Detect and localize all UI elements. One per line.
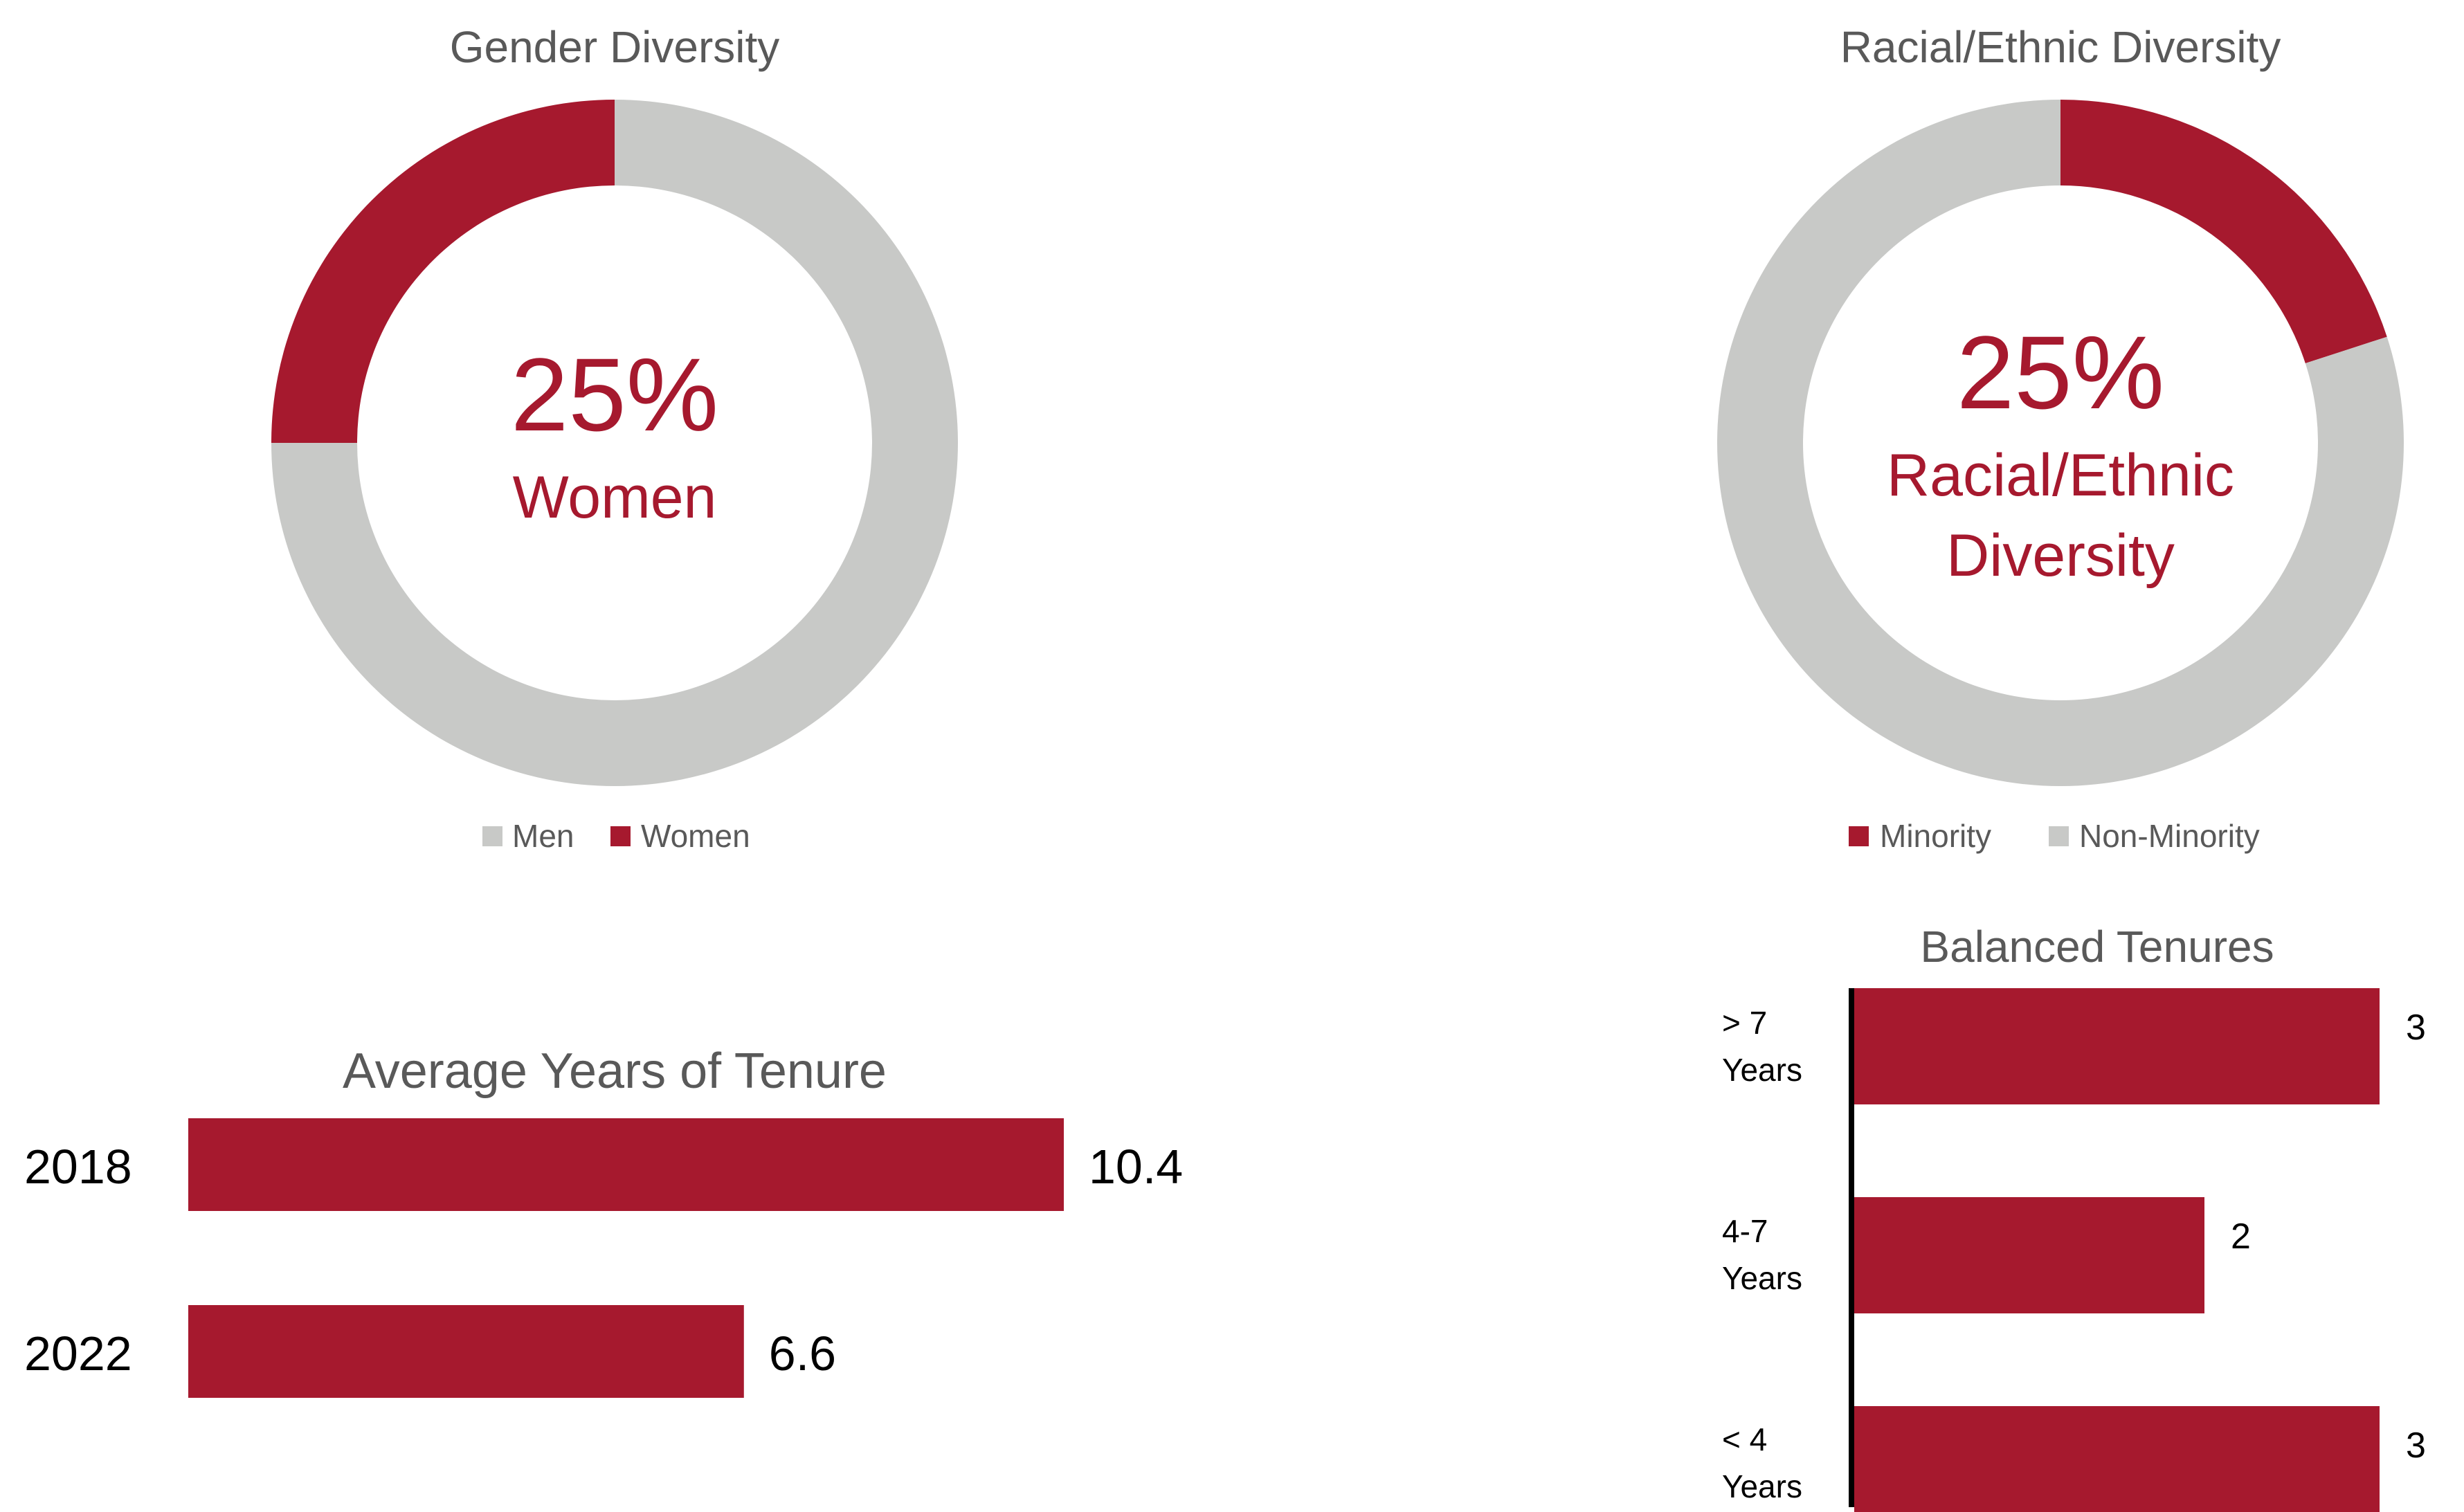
balanced-bar-4to7 [1854, 1197, 2204, 1313]
gender-center-value: 25% [511, 336, 718, 453]
balanced-bar-lt4 [1854, 1406, 2380, 1512]
gender-chart-title: Gender Diversity [450, 22, 780, 72]
balanced-tenures-chart: Balanced Tenures > 7 Years 4-7 Years < 4… [1722, 922, 2426, 1512]
donut-slice-women [271, 100, 615, 443]
tenure-value-2022: 6.6 [769, 1327, 836, 1381]
tenure-bar-2018 [188, 1118, 1064, 1211]
racial-chart-title: Racial/Ethnic Diversity [1840, 22, 2281, 72]
tenure-value-2018: 10.4 [1089, 1140, 1183, 1194]
tenure-band-gt7-line1: > 7 [1722, 1005, 1767, 1041]
tenure-band-lt4-line2: Years [1722, 1468, 1802, 1504]
legend-label-minority: Minority [1880, 818, 1991, 854]
balanced-value-lt4: 3 [2406, 1426, 2426, 1466]
balanced-tenures-title: Balanced Tenures [1920, 922, 2274, 972]
racial-center-label-line2: Diversity [1946, 522, 2175, 589]
balanced-bar-gt7 [1854, 988, 2380, 1104]
legend-label-women: Women [641, 818, 750, 854]
balanced-axis-line [1849, 988, 1854, 1507]
balanced-value-gt7: 3 [2406, 1008, 2426, 1048]
tenure-band-4to7-line2: Years [1722, 1260, 1802, 1296]
gender-donut-slices [271, 100, 958, 786]
legend-label-non-minority: Non-Minority [2079, 818, 2260, 854]
racial-center-label-line1: Racial/Ethnic [1887, 442, 2234, 509]
legend-swatch-non-minority [2049, 826, 2069, 846]
average-tenure-title: Average Years of Tenure [343, 1044, 887, 1099]
balanced-value-4to7: 2 [2231, 1217, 2251, 1257]
legend-swatch-men [482, 826, 502, 846]
racial-donut-slices [1716, 100, 2404, 786]
donut-slice-minority [2060, 100, 2387, 364]
legend-swatch-women [610, 826, 631, 846]
legend-label-men: Men [512, 818, 574, 854]
tenure-category-2022: 2022 [24, 1327, 132, 1381]
tenure-bar-2022 [188, 1305, 744, 1398]
tenure-band-lt4-line1: < 4 [1722, 1421, 1767, 1457]
racial-center-value: 25% [1957, 314, 2164, 430]
tenure-band-gt7-line2: Years [1722, 1052, 1802, 1088]
gender-center-label: Women [513, 464, 717, 531]
tenure-category-2018: 2018 [24, 1140, 132, 1194]
racial-diversity-chart: Racial/Ethnic Diversity 25% Racial/Ethni… [1716, 22, 2404, 854]
legend-swatch-minority [1849, 826, 1869, 846]
tenure-band-4to7-line1: 4-7 [1722, 1213, 1768, 1249]
gender-legend: Men Women [482, 818, 750, 854]
gender-diversity-chart: Gender Diversity 25% Women Men Women [271, 22, 958, 854]
average-tenure-chart: Average Years of Tenure 2018 2022 10.4 6… [24, 1044, 1183, 1398]
racial-legend: Minority Non-Minority [1849, 818, 2260, 854]
